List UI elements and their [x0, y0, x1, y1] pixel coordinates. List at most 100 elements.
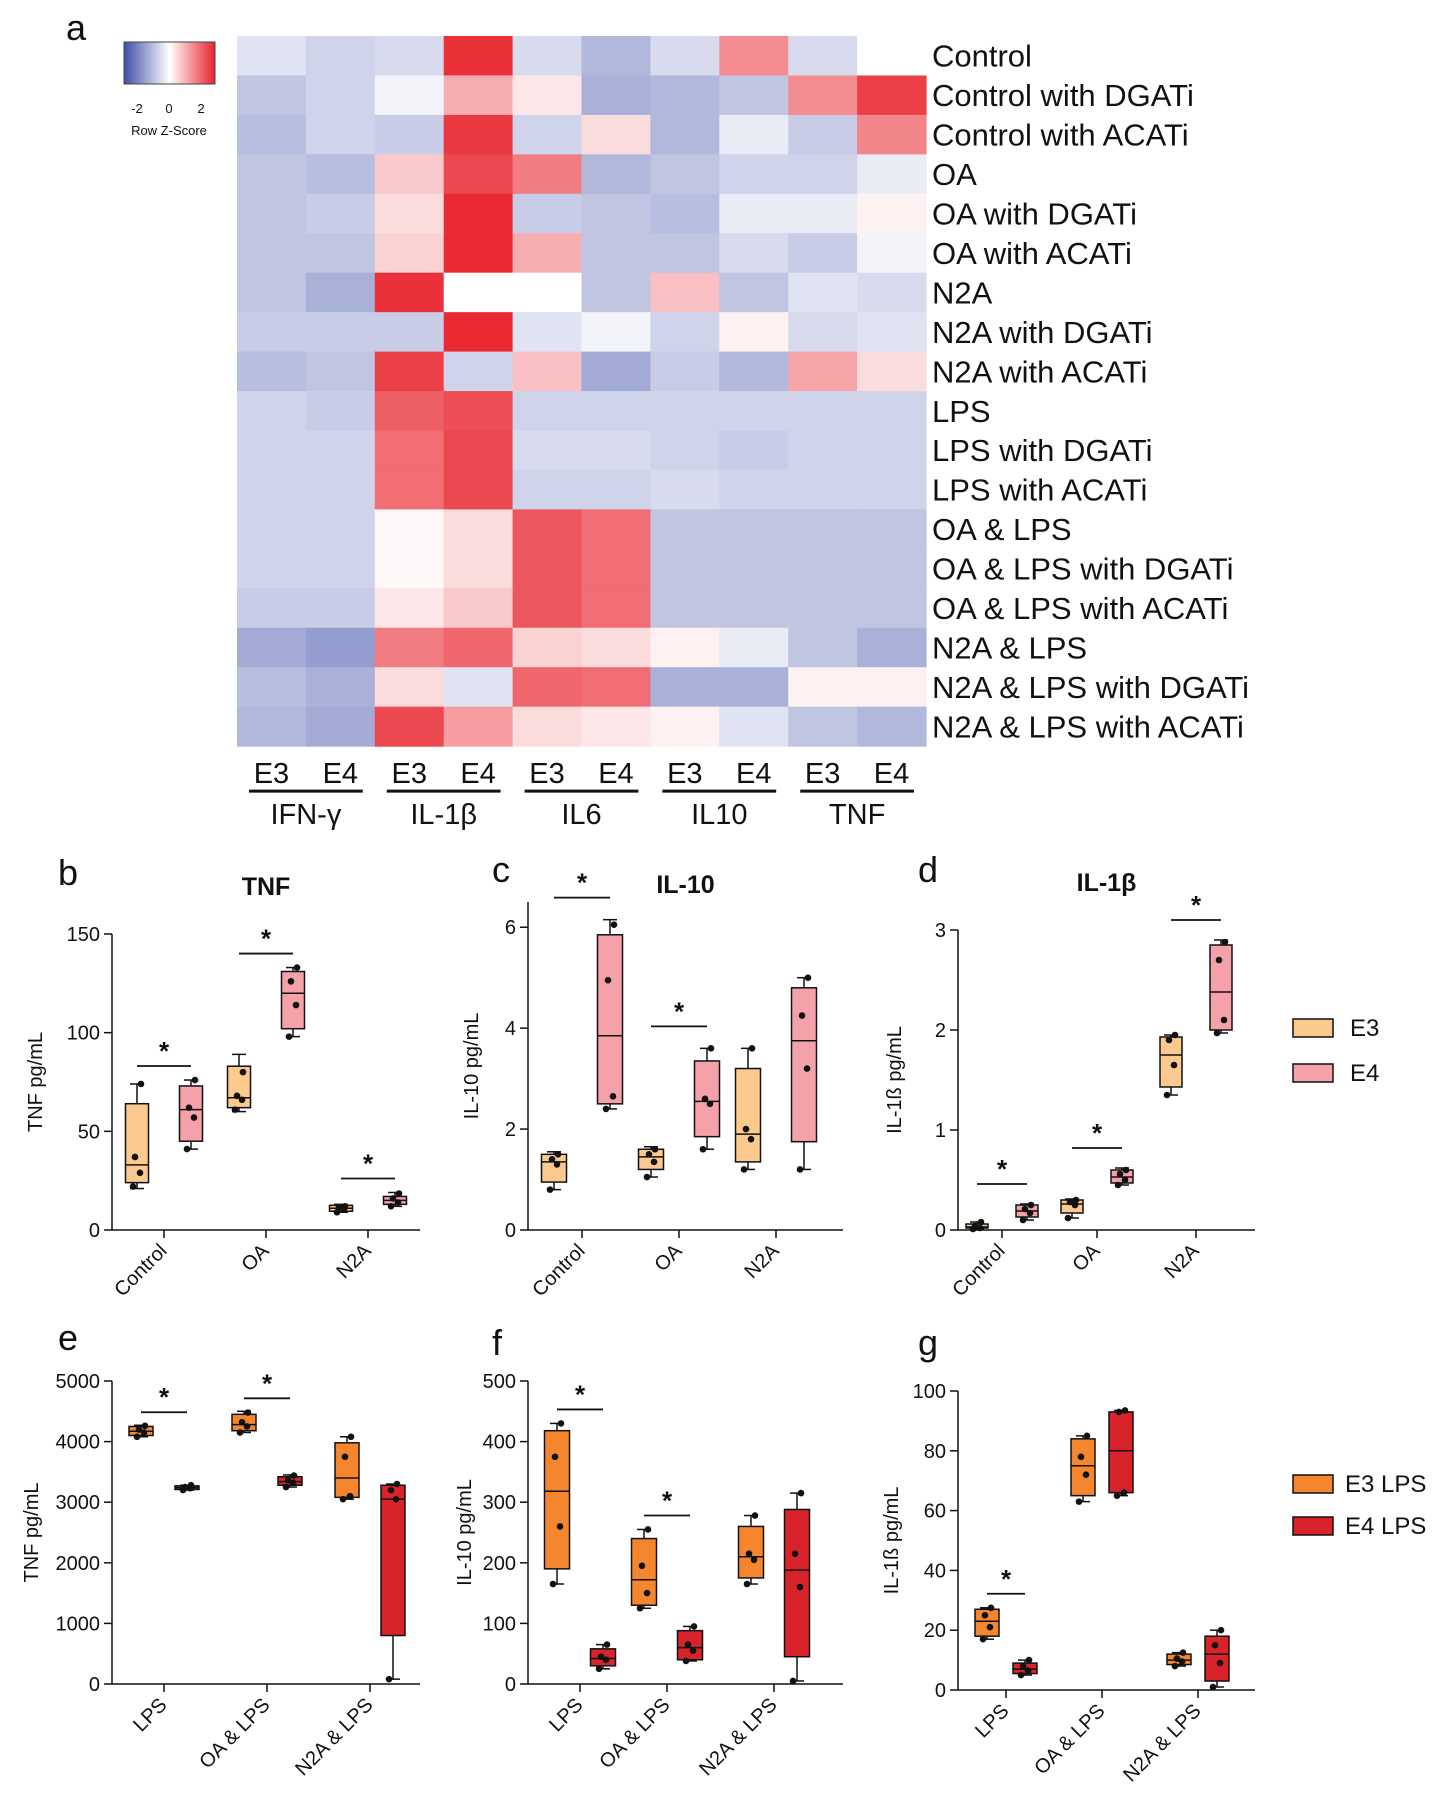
data-point-e3-lps — [743, 1580, 751, 1588]
data-point-e4-lps — [595, 1665, 603, 1673]
heatmap-cell-oa-3 — [443, 154, 514, 195]
heatmap-group-label: TNF — [829, 799, 885, 831]
data-point-e3 — [233, 1092, 241, 1100]
heatmap-cell-n2a-6 — [650, 272, 720, 313]
data-point-e3 — [553, 1161, 561, 1168]
data-point-e4 — [610, 921, 618, 929]
data-point-e3-lps — [557, 1420, 565, 1427]
data-point-e4-lps — [1121, 1407, 1129, 1414]
x-category-label: Control — [528, 1240, 589, 1301]
heatmap-cell-n2a-with-dgati-9 — [857, 312, 927, 353]
heatmap-cell-lps-4 — [512, 391, 583, 432]
x-category-label: LPS — [129, 1694, 171, 1736]
heatmap-cell-lps-with-acati-2 — [374, 469, 445, 510]
heatmap-cell-lps-0 — [237, 391, 307, 432]
heatmap-cell-lps-with-acati-5 — [581, 469, 651, 510]
data-point-e4 — [190, 1114, 198, 1121]
data-point-e4-lps — [689, 1647, 697, 1654]
heatmap-cell-oa-with-acati-3 — [443, 233, 514, 274]
y-tick-label: 300 — [483, 1492, 516, 1514]
y-tick-label: 0 — [89, 1220, 100, 1242]
heatmap-cell-control-with-dgati-0 — [237, 75, 307, 116]
data-point-e3 — [1066, 1198, 1074, 1206]
data-point-e3 — [740, 1166, 748, 1173]
x-category-label: OA — [1069, 1240, 1105, 1276]
box-e4 — [1209, 944, 1233, 1031]
data-point-e4-lps — [682, 1657, 690, 1665]
heatmap-column-label: E3 — [529, 758, 564, 790]
heatmap-cell-lps-with-acati-3 — [443, 469, 514, 510]
heatmap-group-label: IL6 — [561, 799, 601, 831]
heatmap-cell-control-with-dgati-3 — [443, 75, 514, 116]
box-e4 — [790, 987, 818, 1143]
heatmap-cell-oa-4 — [512, 154, 583, 195]
heatmap-group-label: IFN-γ — [270, 799, 341, 831]
data-point-e4 — [287, 978, 295, 985]
data-point-e4 — [394, 1199, 402, 1206]
heatmap-row-label: LPS — [932, 394, 991, 429]
data-point-e3-lps — [243, 1423, 251, 1430]
heatmap-cell-n2a-with-dgati-2 — [374, 312, 445, 353]
heatmap-cell-lps-with-acati-6 — [650, 469, 720, 510]
heatmap-row-label: OA & LPS with DGATi — [932, 552, 1233, 587]
heatmap-cell-oa-with-dgati-4 — [512, 193, 583, 234]
data-point-e4 — [387, 1203, 395, 1210]
x-category-label: N2A — [740, 1240, 784, 1284]
heatmap-cell-n2a-lps-with-dgati-0 — [237, 667, 307, 708]
heatmap-cell-oa-with-acati-4 — [512, 233, 583, 274]
heatmap-cell-control-with-dgati-8 — [788, 75, 858, 116]
data-point-e3-lps — [346, 1492, 354, 1500]
heatmap-cell-n2a-lps-with-dgati-4 — [512, 667, 583, 708]
data-point-e3 — [335, 1204, 343, 1211]
x-category-label: OA — [651, 1240, 687, 1276]
heatmap-cell-oa-lps-with-acati-4 — [512, 588, 583, 629]
data-point-e3 — [554, 1151, 562, 1158]
data-point-e4 — [1213, 1029, 1221, 1037]
heatmap-cell-oa-lps-with-dgati-5 — [581, 548, 651, 589]
heatmap-cell-lps-with-dgati-6 — [650, 430, 720, 471]
heatmap-panel-a: -2 0 2 Row Z-Score Control Control with D… — [123, 36, 1249, 831]
y-tick-label: 50 — [78, 1121, 100, 1143]
y-tick-label: 100 — [483, 1613, 516, 1635]
data-point-e4 — [389, 1195, 397, 1202]
data-point-e3 — [131, 1153, 139, 1161]
data-point-e3-lps — [638, 1562, 646, 1570]
heatmap-cell-n2a-0 — [237, 272, 307, 313]
heatmap-cell-oa-lps-with-acati-7 — [719, 588, 789, 629]
data-point-e3-lps — [141, 1422, 149, 1430]
heatmap-cell-control-with-acati-7 — [719, 114, 789, 155]
heatmap-cell-lps-with-acati-8 — [788, 469, 858, 510]
heatmap-cell-lps-7 — [719, 391, 789, 432]
data-point-e4 — [701, 1095, 709, 1103]
heatmap-cell-control-0 — [237, 36, 307, 77]
significance-star: * — [159, 1036, 170, 1066]
data-point-e4-lps — [385, 1675, 393, 1683]
heatmap-cell-control-with-dgati-9 — [857, 75, 927, 116]
data-point-e4-lps — [791, 1550, 799, 1558]
panel-title: IL-10 — [656, 871, 714, 899]
panel-letter-g: g — [918, 1322, 938, 1363]
data-point-e4-lps — [392, 1495, 400, 1503]
data-point-e3 — [976, 1224, 984, 1232]
heatmap-cell-n2a-lps-with-acati-1 — [305, 706, 376, 747]
color-scale-tick: 0 — [165, 101, 172, 116]
data-point-e4-lps — [282, 1483, 290, 1491]
heatmap-cell-n2a-lps-with-acati-7 — [719, 706, 789, 747]
x-category-label: OA — [238, 1240, 274, 1276]
x-category-label: Control — [110, 1240, 171, 1301]
data-point-e3-lps — [750, 1556, 758, 1564]
heatmap-cell-lps-with-dgati-4 — [512, 430, 583, 471]
heatmap-cell-n2a-with-dgati-8 — [788, 312, 858, 353]
legend-label-e4-lps: E4 LPS — [1345, 1513, 1426, 1540]
data-point-e3 — [1072, 1196, 1080, 1204]
data-point-e4 — [1026, 1209, 1034, 1217]
heatmap-cell-n2a-lps-7 — [719, 627, 789, 668]
boxplot-panel-f: 0 100 200 300 400 500 IL-10 pg/mL LPS * OA & LPS *… — [454, 1371, 843, 1780]
heatmap-cell-oa-lps-8 — [788, 509, 858, 550]
y-axis-label: IL-1ß pg/mL — [881, 1487, 903, 1595]
heatmap-cell-control-5 — [581, 36, 651, 77]
heatmap-cell-oa-lps-with-acati-0 — [237, 588, 307, 629]
panel-letter-a: a — [66, 7, 87, 48]
data-point-e3 — [129, 1183, 137, 1190]
heatmap-cell-oa-with-acati-7 — [719, 233, 789, 274]
